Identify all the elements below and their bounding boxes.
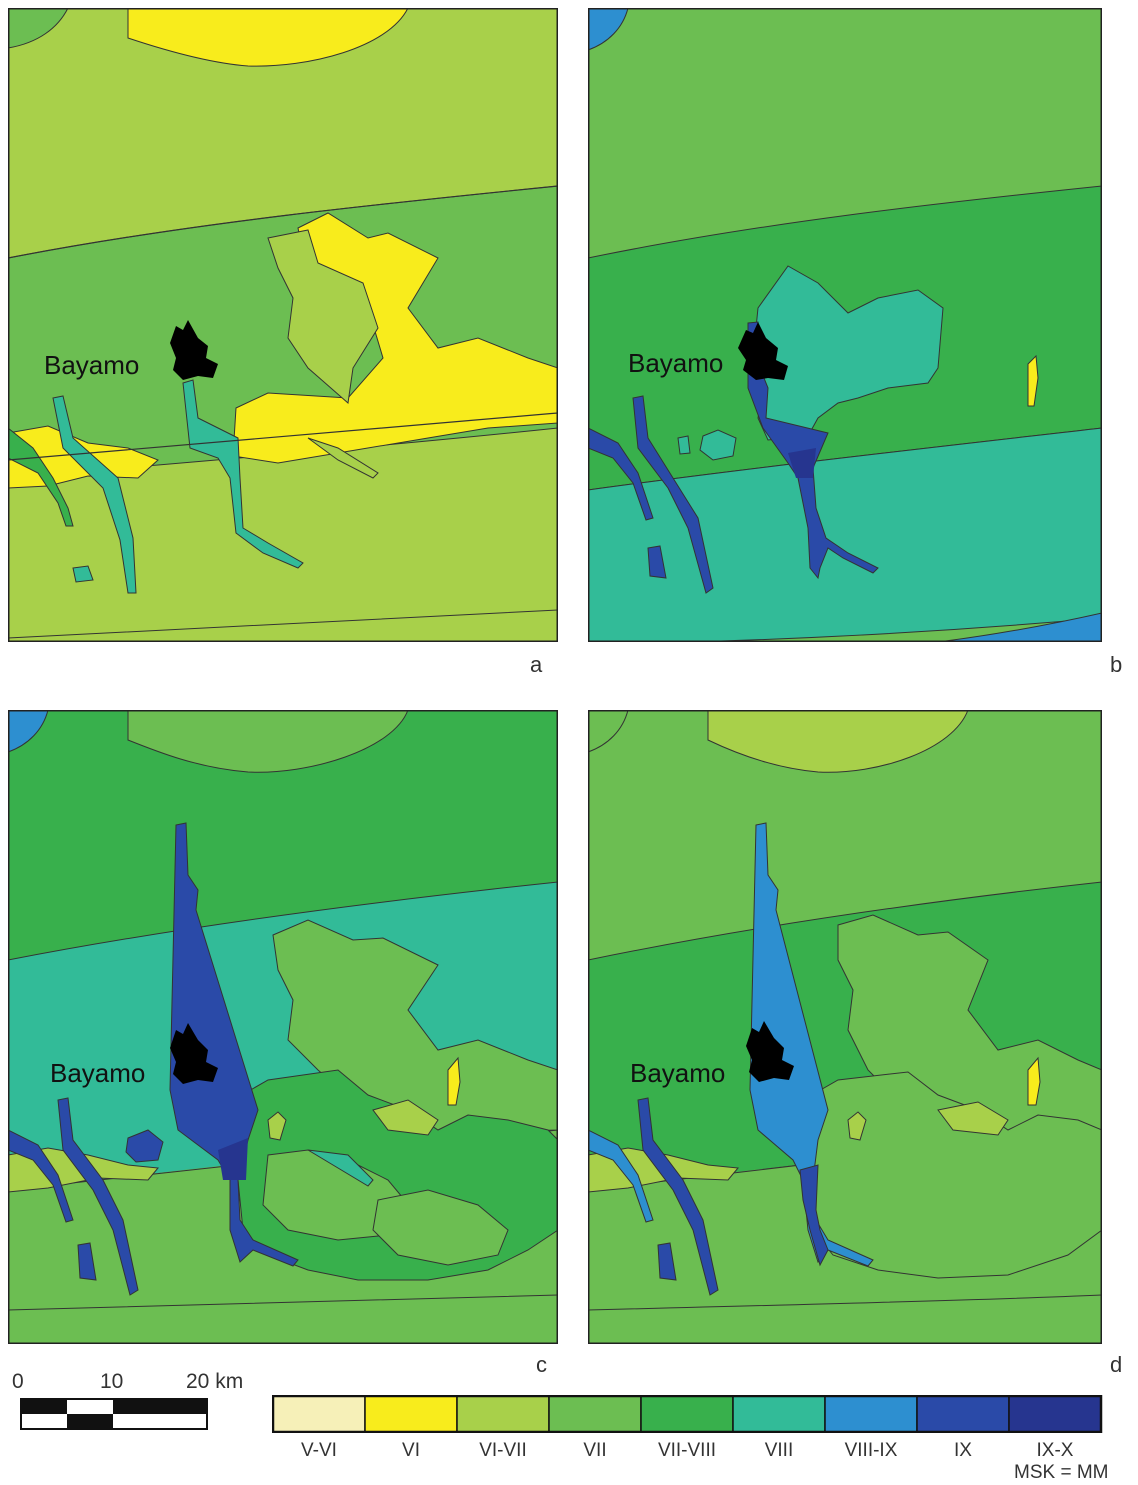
map-panel-d: Bayamo xyxy=(588,710,1102,1344)
legend-label-6: VIII xyxy=(764,1440,794,1461)
legend-swatch-8 xyxy=(916,1395,1010,1433)
legend-label-3: VI-VII xyxy=(479,1440,527,1461)
panel-label-c: c xyxy=(536,1352,547,1377)
legend-swatch-7 xyxy=(824,1395,918,1433)
city-label-b: Bayamo xyxy=(628,348,723,378)
scale-tick-20: 20 km xyxy=(186,1370,244,1393)
city-label-d: Bayamo xyxy=(630,1058,725,1088)
legend-label-2: VI xyxy=(402,1440,420,1461)
legend-label-5: VII-VIII xyxy=(657,1440,717,1461)
map-panel-c: Bayamo xyxy=(8,710,558,1344)
legend-swatch-9 xyxy=(1008,1395,1102,1433)
panel-label-b: b xyxy=(1110,652,1123,677)
intensity-legend xyxy=(272,1395,1103,1433)
scale-tick-10: 10 xyxy=(100,1370,124,1393)
legend-swatch-3 xyxy=(456,1395,550,1433)
legend-label-9: IX-X xyxy=(1036,1440,1074,1461)
legend-swatch-4 xyxy=(548,1395,642,1433)
legend-label-8: IX xyxy=(954,1440,972,1461)
legend-label-4: VII xyxy=(583,1440,607,1461)
legend-swatch-1 xyxy=(272,1395,366,1433)
legend-swatch-2 xyxy=(364,1395,458,1433)
map-panel-a: Bayamo xyxy=(8,8,558,642)
legend-label-7: VIII-IX xyxy=(844,1440,898,1461)
city-label-c: Bayamo xyxy=(50,1058,145,1088)
scale-note: MSK = MM xyxy=(1014,1462,1109,1483)
panel-label-d: d xyxy=(1110,1352,1123,1377)
legend-swatch-5 xyxy=(640,1395,734,1433)
scale-bar xyxy=(20,1398,208,1430)
legend-swatch-6 xyxy=(732,1395,826,1433)
legend-label-1: V-VI xyxy=(301,1440,337,1461)
scale-tick-0: 0 xyxy=(12,1370,24,1393)
map-panel-b: Bayamo xyxy=(588,8,1102,642)
city-label-a: Bayamo xyxy=(44,350,139,380)
panel-label-a: a xyxy=(530,652,543,677)
